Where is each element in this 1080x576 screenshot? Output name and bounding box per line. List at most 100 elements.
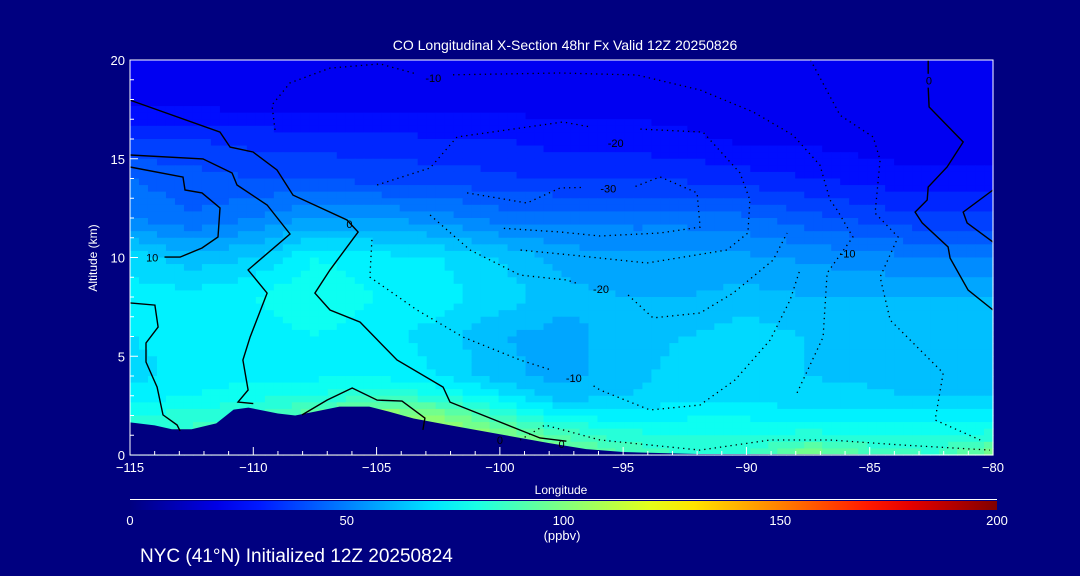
contour-cell — [246, 257, 257, 265]
contour-cell — [723, 86, 733, 94]
contour-cell — [570, 73, 581, 81]
contour-cell — [354, 376, 365, 384]
contour-cell — [957, 303, 967, 311]
contour-cell — [390, 66, 401, 74]
contour-cell — [183, 336, 194, 344]
contour-cell — [408, 125, 419, 134]
contour-cell — [759, 349, 769, 357]
contour-cell — [597, 382, 608, 390]
contour-cell — [264, 158, 275, 166]
contour-cell — [966, 362, 976, 371]
contour-cell — [579, 125, 590, 134]
contour-cell — [408, 356, 419, 364]
contour-cell — [246, 171, 257, 180]
contour-cell — [471, 283, 482, 292]
contour-cell — [273, 191, 284, 199]
contour-cell — [130, 329, 140, 338]
contour-cell — [633, 277, 644, 285]
contour-cell — [597, 165, 608, 173]
contour-cell — [939, 191, 949, 199]
contour-cell — [966, 125, 976, 134]
contour-cell — [912, 92, 922, 101]
contour-cell — [696, 303, 706, 311]
contour-cell — [876, 362, 886, 371]
contour-cell — [786, 224, 796, 232]
contour-cell — [336, 336, 347, 344]
contour-cell — [255, 389, 266, 397]
contour-cell — [615, 178, 626, 186]
contour-cell — [354, 211, 365, 219]
contour-cell — [300, 310, 311, 318]
contour-cell — [435, 86, 446, 94]
contour-cell — [570, 376, 581, 384]
contour-cell — [291, 165, 302, 173]
contour-cell — [633, 316, 644, 324]
contour-cell — [777, 323, 787, 331]
contour-cell — [228, 323, 239, 331]
contour-cell — [174, 125, 185, 134]
contour-cell — [705, 310, 715, 318]
contour-cell — [282, 283, 293, 292]
contour-cell — [462, 336, 473, 344]
contour-cell — [480, 329, 491, 338]
contour-cell — [264, 132, 275, 140]
contour-cell — [354, 79, 365, 87]
contour-cell — [840, 329, 850, 338]
contour-cell — [345, 369, 356, 377]
contour-cell — [777, 119, 787, 127]
contour-cell — [399, 191, 410, 199]
contour-cell — [327, 270, 338, 278]
contour-cell — [255, 343, 266, 351]
contour-cell — [723, 264, 733, 272]
contour-cell — [327, 204, 338, 213]
contour-cell — [849, 99, 859, 107]
contour-cell — [291, 86, 302, 94]
contour-cell — [264, 125, 275, 134]
contour-cell — [561, 362, 572, 371]
contour-cell — [228, 343, 239, 351]
contour-cell — [318, 270, 329, 278]
contour-cell — [948, 99, 958, 107]
contour-cell — [543, 132, 554, 140]
contour-cell — [300, 336, 311, 344]
contour-cell — [156, 125, 167, 134]
contour-cell — [525, 231, 536, 239]
contour-cell — [246, 218, 257, 226]
contour-cell — [345, 73, 356, 81]
contour-cell — [435, 60, 446, 68]
contour-cell — [246, 250, 257, 259]
contour-cell — [426, 152, 437, 160]
contour-cell — [768, 191, 778, 199]
contour-cell — [498, 152, 509, 160]
contour-cell — [309, 395, 320, 403]
contour-cell — [750, 145, 760, 153]
contour-cell — [147, 323, 158, 331]
contour-cell — [687, 185, 697, 193]
contour-cell — [687, 125, 697, 134]
contour-cell — [453, 382, 464, 390]
contour-cell — [543, 290, 554, 298]
contour-cell — [363, 204, 374, 213]
contour-cell — [390, 125, 401, 134]
contour-cell — [840, 185, 850, 193]
contour-cell — [372, 231, 383, 239]
contour-cell — [903, 99, 913, 107]
contour-cell — [354, 171, 365, 180]
contour-cell — [948, 198, 958, 206]
contour-cell — [291, 376, 302, 384]
contour-cell — [678, 185, 688, 193]
contour-cell — [831, 178, 841, 186]
contour-cell — [525, 171, 536, 180]
contour-cell — [966, 356, 976, 364]
contour-cell — [552, 362, 563, 371]
contour-cell — [201, 316, 212, 324]
contour-cell — [354, 264, 365, 272]
contour-cell — [759, 60, 769, 68]
contour-cell — [309, 158, 320, 166]
contour-cell — [417, 73, 428, 81]
contour-cell — [651, 283, 661, 292]
contour-cell — [588, 343, 599, 351]
contour-cell — [543, 198, 554, 206]
contour-cell — [399, 316, 410, 324]
contour-cell — [462, 343, 473, 351]
